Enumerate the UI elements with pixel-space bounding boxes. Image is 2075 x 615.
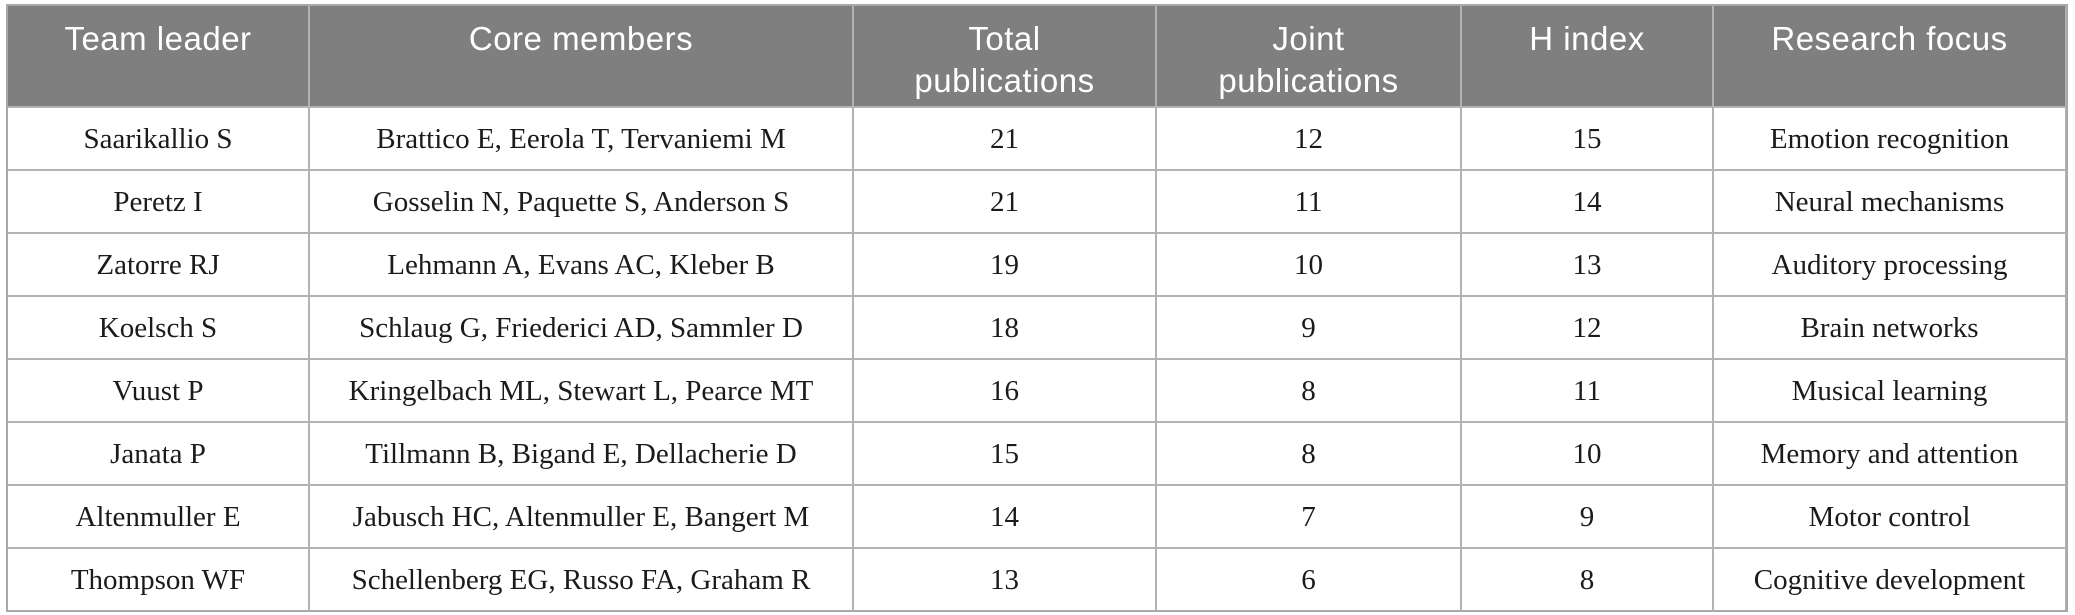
table-cell: Tillmann B, Bigand E, Dellacherie D: [310, 423, 852, 484]
table-cell: 11: [1157, 171, 1460, 232]
table-cell: Motor control: [1714, 486, 2065, 547]
table-cell: Saarikallio S: [8, 108, 308, 169]
column-header-team-leader: Team leader: [8, 6, 308, 106]
column-header-research-focus: Research focus: [1714, 6, 2065, 106]
table-cell: Jabusch HC, Altenmuller E, Bangert M: [310, 486, 852, 547]
table-cell: Koelsch S: [8, 297, 308, 358]
table-cell: Gosselin N, Paquette S, Anderson S: [310, 171, 852, 232]
table-cell: Thompson WF: [8, 549, 308, 610]
table-cell: 8: [1157, 360, 1460, 421]
table-cell: Kringelbach ML, Stewart L, Pearce MT: [310, 360, 852, 421]
table-cell: Schlaug G, Friederici AD, Sammler D: [310, 297, 852, 358]
table-cell: Memory and attention: [1714, 423, 2065, 484]
column-header-label: Core members: [468, 20, 694, 57]
table-cell: 16: [854, 360, 1155, 421]
table-cell: 15: [1462, 108, 1712, 169]
column-header-label: Total publications: [914, 20, 1095, 99]
table-cell: 19: [854, 234, 1155, 295]
column-header-core-members: Core members: [310, 6, 852, 106]
table-cell: 10: [1157, 234, 1460, 295]
table-cell: 18: [854, 297, 1155, 358]
table-cell: 12: [1157, 108, 1460, 169]
column-header-h-index: H index: [1462, 6, 1712, 106]
table-cell: Zatorre RJ: [8, 234, 308, 295]
table-cell: Brain networks: [1714, 297, 2065, 358]
column-header-total-publications: Total publications: [854, 6, 1155, 106]
table-cell: 9: [1157, 297, 1460, 358]
table-cell: 14: [854, 486, 1155, 547]
table-cell: 8: [1157, 423, 1460, 484]
table-cell: Musical learning: [1714, 360, 2065, 421]
table-cell: 11: [1462, 360, 1712, 421]
table-cell: 6: [1157, 549, 1460, 610]
column-header-label: Research focus: [1771, 20, 2008, 57]
table-cell: 8: [1462, 549, 1712, 610]
table-cell: 12: [1462, 297, 1712, 358]
table-cell: 10: [1462, 423, 1712, 484]
column-header-label: H index: [1529, 20, 1645, 57]
table-cell: 9: [1462, 486, 1712, 547]
table-cell: Altenmuller E: [8, 486, 308, 547]
table-cell: 14: [1462, 171, 1712, 232]
table-cell: Emotion recognition: [1714, 108, 2065, 169]
table-cell: Janata P: [8, 423, 308, 484]
table-cell: 15: [854, 423, 1155, 484]
table-cell: Vuust P: [8, 360, 308, 421]
table-cell: Lehmann A, Evans AC, Kleber B: [310, 234, 852, 295]
table-cell: Brattico E, Eerola T, Tervaniemi M: [310, 108, 852, 169]
table-cell: Peretz I: [8, 171, 308, 232]
table-cell: 7: [1157, 486, 1460, 547]
column-header-joint-publications: Joint publications: [1157, 6, 1460, 106]
table-cell: 13: [854, 549, 1155, 610]
table-cell: 21: [854, 171, 1155, 232]
column-header-label: Team leader: [64, 20, 252, 57]
table-grid: Team leader Core members Total publicati…: [8, 6, 2066, 610]
table-cell: Neural mechanisms: [1714, 171, 2065, 232]
table-cell: Cognitive development: [1714, 549, 2065, 610]
column-header-label: Joint publications: [1218, 20, 1399, 99]
table-cell: 21: [854, 108, 1155, 169]
table-cell: 13: [1462, 234, 1712, 295]
table-cell: Auditory processing: [1714, 234, 2065, 295]
table-cell: Schellenberg EG, Russo FA, Graham R: [310, 549, 852, 610]
publications-table: Team leader Core members Total publicati…: [6, 4, 2068, 612]
